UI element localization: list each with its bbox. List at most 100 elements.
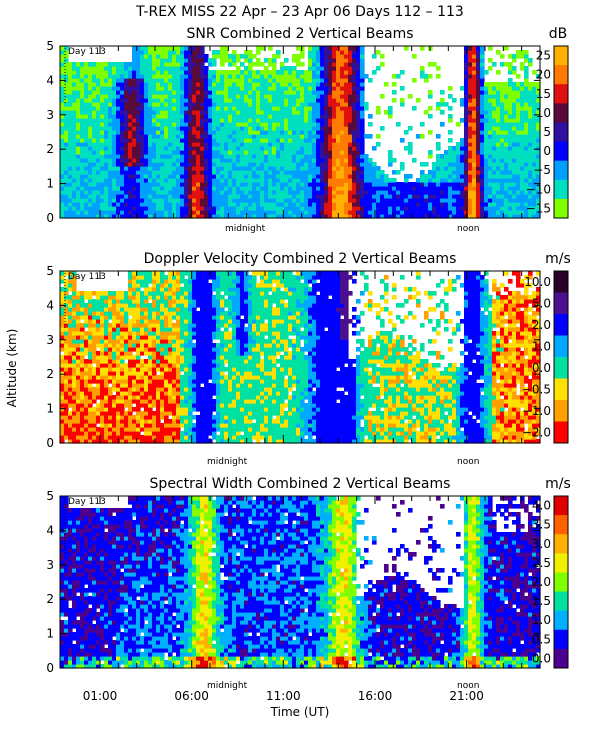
doppler-cell [116, 343, 121, 348]
snr-cell [200, 158, 205, 163]
snr-cell [288, 186, 293, 191]
snr-cell [204, 198, 209, 203]
snr-cell [196, 130, 201, 135]
snr-cell [280, 78, 285, 83]
snr-cell [476, 150, 481, 155]
snr-cell [224, 158, 229, 163]
snr-cell [188, 106, 193, 111]
snr-cell [68, 194, 73, 199]
snr-cell [224, 182, 229, 187]
snr-cell [472, 54, 477, 59]
snr-cell [492, 110, 497, 115]
doppler-cell [60, 295, 65, 300]
snr-cell [160, 58, 165, 63]
snr-cell [220, 46, 225, 51]
snr-cell [152, 154, 157, 159]
snr-cell [428, 170, 433, 175]
snr-cell [204, 58, 209, 63]
snr-cell [480, 158, 485, 163]
snr-cell [524, 154, 529, 159]
snr-cell [216, 82, 221, 87]
snr-cell [340, 206, 345, 211]
snr-cell [360, 50, 365, 55]
snr-cell [264, 74, 269, 79]
doppler-cell [72, 375, 77, 380]
snr-cell [156, 62, 161, 67]
snr-cell [80, 198, 85, 203]
snr-cell [124, 170, 129, 175]
snr-cell [500, 86, 505, 91]
snr-cell [164, 130, 169, 135]
snr-cell [244, 130, 249, 135]
doppler-cell [92, 323, 97, 328]
snr-cell [492, 146, 497, 151]
snr-cell [264, 174, 269, 179]
doppler-cell [112, 363, 117, 368]
snr-cell [252, 90, 257, 95]
doppler-cell [72, 387, 77, 392]
snr-cell [272, 138, 277, 143]
snr-cell [348, 138, 353, 143]
snr-cell [516, 82, 521, 87]
snr-cell [88, 158, 93, 163]
snr-cell [312, 70, 317, 75]
snr-cell [88, 190, 93, 195]
doppler-cell [76, 399, 81, 404]
doppler-cell [60, 411, 65, 416]
snr-cell [468, 142, 473, 147]
snr-cell [160, 90, 165, 95]
snr-cell [264, 178, 269, 183]
doppler-cell [72, 279, 77, 284]
snr-cell [148, 170, 153, 175]
snr-cell [300, 98, 305, 103]
snr-cell [164, 66, 169, 71]
snr-colorbar-swatch [554, 141, 568, 162]
snr-cell [96, 166, 101, 171]
snr-cell [272, 214, 277, 219]
snr-cell [520, 162, 525, 167]
doppler-cell [72, 363, 77, 368]
snr-cell [468, 158, 473, 163]
snr-cell [124, 98, 129, 103]
snr-cell [84, 146, 89, 151]
snr-cell [352, 94, 357, 99]
snr-cell [208, 182, 213, 187]
snr-cell [80, 174, 85, 179]
snr-cell [276, 82, 281, 87]
snr-cell [264, 210, 269, 215]
snr-cell [196, 154, 201, 159]
snr-cell [120, 170, 125, 175]
snr-cell [208, 98, 213, 103]
snr-cell [312, 74, 317, 79]
snr-cell [64, 178, 69, 183]
snr-cell [256, 126, 261, 131]
snr-cell [248, 98, 253, 103]
snr-cell [188, 170, 193, 175]
doppler-cell [120, 331, 125, 336]
snr-cell [60, 170, 65, 175]
snr-cell [132, 182, 137, 187]
doppler-cell [80, 371, 85, 376]
snr-cell [420, 198, 425, 203]
snr-cell [260, 78, 265, 83]
snr-cell [72, 114, 77, 119]
snr-cell [176, 214, 181, 219]
snr-colorbar-label: 20 [536, 68, 551, 82]
snr-cell [440, 154, 445, 159]
snr-cell [272, 198, 277, 203]
snr-cell [508, 102, 513, 107]
snr-cell [136, 178, 141, 183]
snr-cell [376, 66, 381, 71]
snr-cell [60, 146, 65, 151]
snr-cell [244, 154, 249, 159]
snr-cell [308, 86, 313, 91]
snr-cell [224, 106, 229, 111]
snr-cell [464, 154, 469, 159]
snr-cell [524, 98, 529, 103]
snr-cell [240, 134, 245, 139]
snr-cell [516, 174, 521, 179]
snr-cell [500, 134, 505, 139]
snr-cell [140, 66, 145, 71]
snr-cell [192, 206, 197, 211]
